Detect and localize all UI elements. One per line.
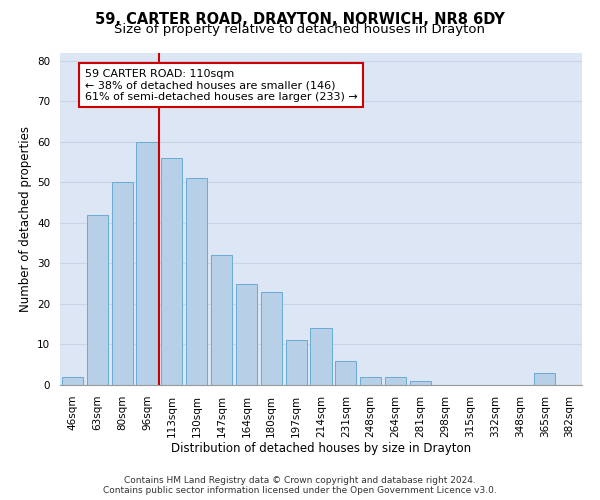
- Bar: [136, 142, 158, 385]
- Bar: [186, 178, 207, 385]
- Y-axis label: Number of detached properties: Number of detached properties: [19, 126, 32, 312]
- Bar: [335, 360, 356, 385]
- Text: Contains HM Land Registry data © Crown copyright and database right 2024.
Contai: Contains HM Land Registry data © Crown c…: [103, 476, 497, 495]
- Bar: [87, 214, 108, 385]
- Bar: [211, 255, 232, 385]
- Bar: [261, 292, 282, 385]
- Bar: [62, 377, 83, 385]
- Text: 59 CARTER ROAD: 110sqm
← 38% of detached houses are smaller (146)
61% of semi-de: 59 CARTER ROAD: 110sqm ← 38% of detached…: [85, 68, 358, 102]
- Bar: [360, 377, 381, 385]
- Bar: [286, 340, 307, 385]
- Bar: [410, 381, 431, 385]
- X-axis label: Distribution of detached houses by size in Drayton: Distribution of detached houses by size …: [171, 442, 471, 456]
- Bar: [310, 328, 332, 385]
- Bar: [236, 284, 257, 385]
- Text: 59, CARTER ROAD, DRAYTON, NORWICH, NR8 6DY: 59, CARTER ROAD, DRAYTON, NORWICH, NR8 6…: [95, 12, 505, 28]
- Text: Size of property relative to detached houses in Drayton: Size of property relative to detached ho…: [115, 22, 485, 36]
- Bar: [161, 158, 182, 385]
- Bar: [534, 373, 555, 385]
- Bar: [385, 377, 406, 385]
- Bar: [112, 182, 133, 385]
